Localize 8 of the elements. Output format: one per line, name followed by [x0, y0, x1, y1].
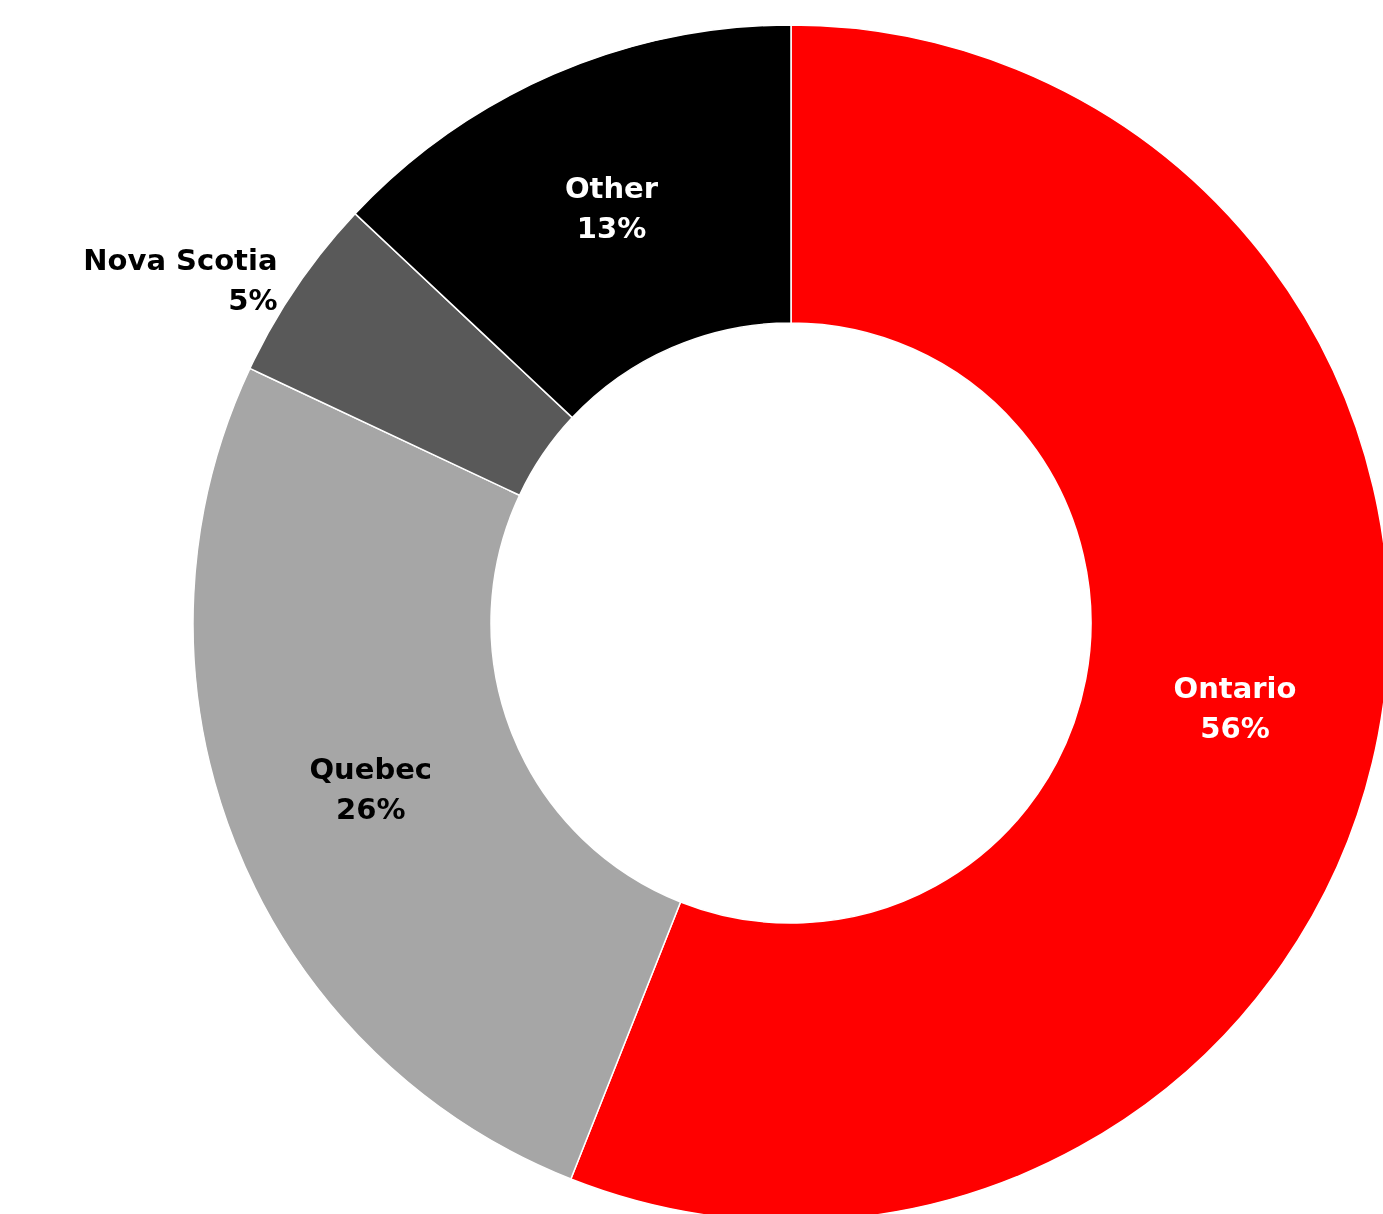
slice-label: Nova Scotia — [83, 243, 278, 278]
data-label: 13% — [576, 211, 647, 246]
slice-label: Other — [564, 171, 659, 206]
data-label: 56% — [1200, 710, 1270, 745]
slice-label: Ontario — [1173, 670, 1297, 705]
slice-label: Quebec — [309, 752, 433, 787]
data-label: 5% — [228, 283, 278, 318]
data-label: 26% — [336, 792, 406, 827]
